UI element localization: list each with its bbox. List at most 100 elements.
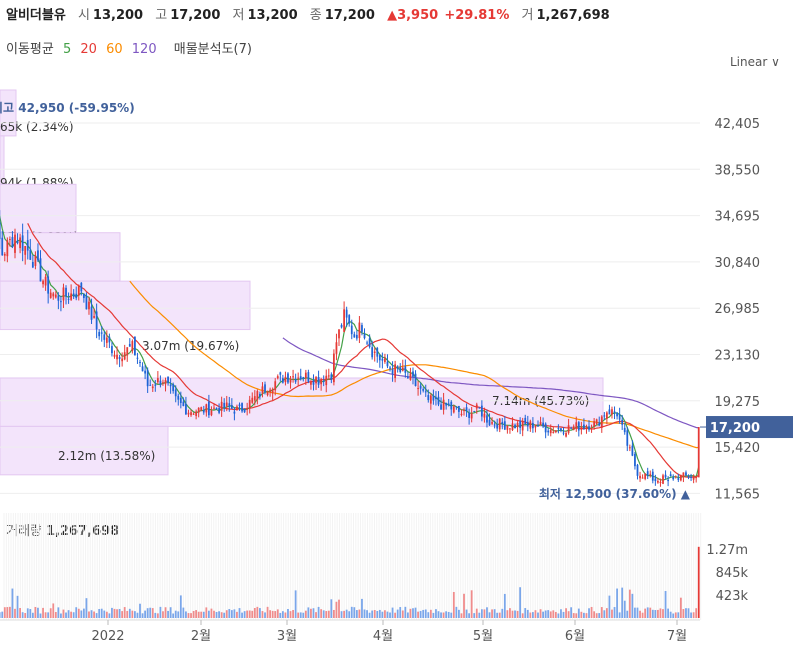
ma20-label[interactable]: 20 [80, 42, 97, 57]
candle-body [396, 366, 399, 369]
volume-bar [274, 611, 277, 618]
volume-bar [294, 590, 297, 618]
volume-bar [271, 610, 274, 618]
candle-body [511, 423, 514, 431]
current-price-label: 17,200 [710, 421, 760, 436]
candle-body [29, 249, 32, 260]
volume-profile-bar [0, 183, 77, 234]
candle-body [72, 293, 75, 297]
volume-bar [103, 610, 106, 618]
candle-body [327, 375, 330, 377]
volume-bar [406, 612, 409, 618]
candle-body [246, 408, 249, 410]
candle-body [34, 255, 37, 266]
candle-body [113, 354, 116, 357]
candle-body [21, 235, 24, 251]
candle-body [674, 476, 677, 478]
price-tick-label: 38,550 [715, 163, 761, 178]
volume-bar [34, 606, 37, 618]
candle-body [381, 358, 384, 361]
candle-body [169, 384, 172, 387]
volume-bar [371, 610, 374, 618]
candle-body [480, 405, 483, 417]
volume-bar [80, 610, 83, 618]
volume-bar [241, 612, 243, 618]
candle-body [621, 419, 624, 425]
volume-bar [552, 610, 555, 618]
volume-bar [172, 613, 175, 618]
candle-body [616, 412, 618, 417]
candle-body [88, 301, 90, 310]
volume-bar [432, 612, 435, 618]
volume-bar [121, 611, 124, 618]
volume-profile-toggle[interactable]: 매물분석도(7) [173, 42, 252, 57]
volume-bar [412, 608, 414, 618]
candle-body [42, 280, 44, 285]
candle-body [577, 422, 580, 431]
scale-dropdown[interactable]: Linear ∨ [730, 55, 780, 69]
candle-body [103, 334, 106, 340]
candle-body [572, 426, 575, 430]
candle-body [432, 395, 435, 401]
volume-bar [355, 610, 358, 618]
candle-body [445, 402, 448, 406]
candle-body [14, 234, 16, 253]
candle-body [289, 379, 292, 383]
candle-body [552, 431, 555, 433]
volume-bar [514, 610, 516, 618]
candle-body [312, 380, 315, 385]
ma5-label[interactable]: 5 [62, 42, 72, 57]
volume-bar [246, 610, 249, 618]
candle-body [386, 361, 389, 367]
volume-bar [29, 609, 32, 618]
ma120-label[interactable]: 120 [131, 42, 157, 57]
volume-bar [634, 607, 636, 618]
volume-bar [177, 611, 180, 618]
ma60-label[interactable]: 60 [106, 42, 123, 57]
ma5-line [0, 215, 700, 481]
volume-bar [506, 610, 509, 618]
candle-body [44, 276, 47, 286]
volume-bar [200, 611, 203, 618]
volume-bar [6, 607, 9, 618]
volume-bar [287, 608, 289, 618]
volume-bar [631, 593, 634, 618]
volume-bar [445, 611, 448, 618]
candle-body [509, 428, 511, 430]
price-tick-label: 23,130 [715, 349, 761, 364]
volume-bar [88, 611, 90, 618]
volume-bar [159, 606, 162, 618]
volume-bar [618, 612, 621, 618]
volume-bar [113, 608, 116, 618]
volume-bar [475, 608, 478, 618]
candle-body [256, 391, 259, 400]
volume-bar [478, 612, 481, 618]
volume-bar [455, 606, 458, 618]
candle-body [417, 388, 419, 390]
volume-bar [458, 609, 460, 618]
candle-body [65, 287, 67, 297]
candle-body [225, 402, 228, 407]
volume-bar [623, 600, 626, 618]
volume-bar [473, 613, 476, 618]
candle-body [136, 357, 139, 359]
price-tick-label: 11,565 [715, 487, 761, 502]
candle-body [672, 477, 675, 480]
candle-body [335, 342, 338, 354]
volume-bar [185, 611, 187, 618]
volume-profile-bar [0, 280, 251, 331]
volume-bar [644, 608, 647, 618]
volume-bar [276, 609, 279, 618]
volume-bar [233, 609, 236, 618]
change-percent: +29.81% [444, 8, 510, 23]
volume-bar [343, 610, 345, 618]
volume-bar [529, 612, 532, 618]
volume-bar [57, 607, 60, 618]
candle-body [491, 422, 493, 424]
volume-bar [463, 593, 465, 618]
x-tick-label: 5월 [473, 629, 493, 644]
candle-body [154, 384, 157, 386]
volume-bar [289, 611, 292, 618]
candle-body [126, 347, 129, 356]
